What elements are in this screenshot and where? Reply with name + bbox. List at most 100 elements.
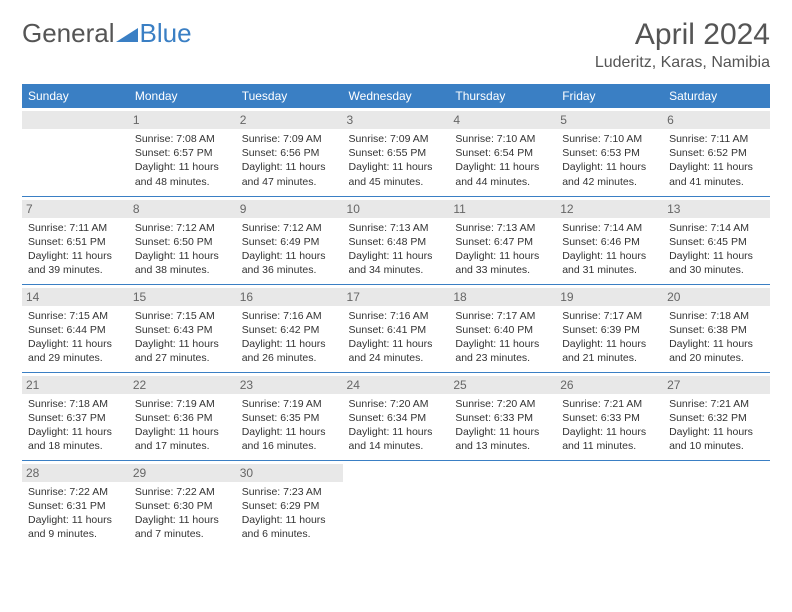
day-info: Sunrise: 7:12 AMSunset: 6:50 PMDaylight:… bbox=[135, 221, 230, 278]
calendar-cell: 16 Sunrise: 7:16 AMSunset: 6:42 PMDayligh… bbox=[236, 284, 343, 372]
day-info: Sunrise: 7:20 AMSunset: 6:33 PMDaylight:… bbox=[455, 397, 550, 454]
calendar-cell: 22 Sunrise: 7:19 AMSunset: 6:36 PMDayligh… bbox=[129, 372, 236, 460]
day-info: Sunrise: 7:09 AMSunset: 6:56 PMDaylight:… bbox=[242, 132, 337, 189]
calendar-cell: 15 Sunrise: 7:15 AMSunset: 6:43 PMDayligh… bbox=[129, 284, 236, 372]
day-number: 24 bbox=[343, 376, 450, 394]
calendar-cell: 29Sunrise: 7:22 AMSunset: 6:30 PMDayligh… bbox=[129, 460, 236, 548]
day-info: Sunrise: 7:18 AMSunset: 6:38 PMDaylight:… bbox=[669, 309, 764, 366]
day-info: Sunrise: 7:21 AMSunset: 6:32 PMDaylight:… bbox=[669, 397, 764, 454]
calendar-cell: 14 Sunrise: 7:15 AMSunset: 6:44 PMDayligh… bbox=[22, 284, 129, 372]
day-info: Sunrise: 7:14 AMSunset: 6:46 PMDaylight:… bbox=[562, 221, 657, 278]
calendar-cell bbox=[449, 460, 556, 548]
calendar-cell: 30 Sunrise: 7:23 AMSunset: 6:29 PMDayligh… bbox=[236, 460, 343, 548]
day-number: 17 bbox=[343, 288, 450, 306]
day-number: 9 bbox=[236, 200, 343, 218]
day-number: 22 bbox=[129, 376, 236, 394]
day-number: 5 bbox=[556, 111, 663, 129]
day-info: Sunrise: 7:14 AMSunset: 6:45 PMDaylight:… bbox=[669, 221, 764, 278]
calendar-cell: 10 Sunrise: 7:13 AMSunset: 6:48 PMDayligh… bbox=[343, 196, 450, 284]
logo: General Blue bbox=[22, 18, 192, 49]
day-number: 26 bbox=[556, 376, 663, 394]
day-info: Sunrise: 7:12 AMSunset: 6:49 PMDaylight:… bbox=[242, 221, 337, 278]
day-info: Sunrise: 7:13 AMSunset: 6:47 PMDaylight:… bbox=[455, 221, 550, 278]
calendar-cell: 4 Sunrise: 7:10 AMSunset: 6:54 PMDaylight… bbox=[449, 108, 556, 196]
day-info: Sunrise: 7:11 AMSunset: 6:51 PMDaylight:… bbox=[28, 221, 123, 278]
day-number: 19 bbox=[556, 288, 663, 306]
weekday-header: Saturday bbox=[663, 84, 770, 108]
calendar-cell: 2 Sunrise: 7:09 AMSunset: 6:56 PMDaylight… bbox=[236, 108, 343, 196]
calendar-cell bbox=[343, 460, 450, 548]
calendar-row: 14 Sunrise: 7:15 AMSunset: 6:44 PMDayligh… bbox=[22, 284, 770, 372]
calendar-cell bbox=[22, 108, 129, 196]
day-number: 10 bbox=[343, 200, 450, 218]
day-info: Sunrise: 7:21 AMSunset: 6:33 PMDaylight:… bbox=[562, 397, 657, 454]
day-number: 11 bbox=[449, 200, 556, 218]
calendar-row: 1Sunrise: 7:08 AMSunset: 6:57 PMDaylight… bbox=[22, 108, 770, 196]
day-info: Sunrise: 7:17 AMSunset: 6:40 PMDaylight:… bbox=[455, 309, 550, 366]
day-number: 27 bbox=[663, 376, 770, 394]
day-info: Sunrise: 7:15 AMSunset: 6:43 PMDaylight:… bbox=[135, 309, 230, 366]
day-number: 23 bbox=[236, 376, 343, 394]
day-number: 3 bbox=[343, 111, 450, 129]
weekday-header: Wednesday bbox=[343, 84, 450, 108]
day-info: Sunrise: 7:16 AMSunset: 6:41 PMDaylight:… bbox=[349, 309, 444, 366]
day-info: Sunrise: 7:10 AMSunset: 6:53 PMDaylight:… bbox=[562, 132, 657, 189]
day-info: Sunrise: 7:10 AMSunset: 6:54 PMDaylight:… bbox=[455, 132, 550, 189]
day-info: Sunrise: 7:15 AMSunset: 6:44 PMDaylight:… bbox=[28, 309, 123, 366]
calendar-cell: 13 Sunrise: 7:14 AMSunset: 6:45 PMDayligh… bbox=[663, 196, 770, 284]
logo-triangle-icon bbox=[116, 18, 138, 49]
weekday-header: Tuesday bbox=[236, 84, 343, 108]
empty-cell bbox=[22, 111, 129, 129]
day-number: 14 bbox=[22, 288, 129, 306]
day-number: 21 bbox=[22, 376, 129, 394]
calendar-cell: 5 Sunrise: 7:10 AMSunset: 6:53 PMDaylight… bbox=[556, 108, 663, 196]
calendar-cell: 23 Sunrise: 7:19 AMSunset: 6:35 PMDayligh… bbox=[236, 372, 343, 460]
calendar-cell: 6Sunrise: 7:11 AMSunset: 6:52 PMDaylight… bbox=[663, 108, 770, 196]
day-number: 16 bbox=[236, 288, 343, 306]
day-info: Sunrise: 7:19 AMSunset: 6:36 PMDaylight:… bbox=[135, 397, 230, 454]
calendar-cell: 8Sunrise: 7:12 AMSunset: 6:50 PMDaylight… bbox=[129, 196, 236, 284]
day-number: 4 bbox=[449, 111, 556, 129]
day-info: Sunrise: 7:20 AMSunset: 6:34 PMDaylight:… bbox=[349, 397, 444, 454]
day-info: Sunrise: 7:18 AMSunset: 6:37 PMDaylight:… bbox=[28, 397, 123, 454]
weekday-header-row: SundayMondayTuesdayWednesdayThursdayFrid… bbox=[22, 84, 770, 108]
day-number: 15 bbox=[129, 288, 236, 306]
calendar-cell: 24 Sunrise: 7:20 AMSunset: 6:34 PMDayligh… bbox=[343, 372, 450, 460]
day-number: 30 bbox=[236, 464, 343, 482]
day-number: 12 bbox=[556, 200, 663, 218]
calendar-table: SundayMondayTuesdayWednesdayThursdayFrid… bbox=[22, 84, 770, 548]
day-number: 18 bbox=[449, 288, 556, 306]
logo-general: General bbox=[22, 18, 115, 49]
calendar-cell: 19 Sunrise: 7:17 AMSunset: 6:39 PMDayligh… bbox=[556, 284, 663, 372]
day-number: 20 bbox=[663, 288, 770, 306]
day-number: 2 bbox=[236, 111, 343, 129]
calendar-cell: 21 Sunrise: 7:18 AMSunset: 6:37 PMDayligh… bbox=[22, 372, 129, 460]
day-info: Sunrise: 7:13 AMSunset: 6:48 PMDaylight:… bbox=[349, 221, 444, 278]
calendar-cell: 7Sunrise: 7:11 AMSunset: 6:51 PMDaylight… bbox=[22, 196, 129, 284]
calendar-cell: 28Sunrise: 7:22 AMSunset: 6:31 PMDayligh… bbox=[22, 460, 129, 548]
day-number: 29 bbox=[129, 464, 236, 482]
calendar-cell: 26 Sunrise: 7:21 AMSunset: 6:33 PMDayligh… bbox=[556, 372, 663, 460]
calendar-cell: 20 Sunrise: 7:18 AMSunset: 6:38 PMDayligh… bbox=[663, 284, 770, 372]
calendar-body: 1Sunrise: 7:08 AMSunset: 6:57 PMDaylight… bbox=[22, 108, 770, 548]
title-block: April 2024 Luderitz, Karas, Namibia bbox=[595, 18, 770, 72]
calendar-cell: 18 Sunrise: 7:17 AMSunset: 6:40 PMDayligh… bbox=[449, 284, 556, 372]
calendar-row: 28Sunrise: 7:22 AMSunset: 6:31 PMDayligh… bbox=[22, 460, 770, 548]
logo-blue: Blue bbox=[140, 18, 192, 49]
calendar-cell: 1Sunrise: 7:08 AMSunset: 6:57 PMDaylight… bbox=[129, 108, 236, 196]
weekday-header: Friday bbox=[556, 84, 663, 108]
day-info: Sunrise: 7:16 AMSunset: 6:42 PMDaylight:… bbox=[242, 309, 337, 366]
calendar-cell: 3 Sunrise: 7:09 AMSunset: 6:55 PMDaylight… bbox=[343, 108, 450, 196]
day-info: Sunrise: 7:08 AMSunset: 6:57 PMDaylight:… bbox=[135, 132, 230, 189]
day-info: Sunrise: 7:17 AMSunset: 6:39 PMDaylight:… bbox=[562, 309, 657, 366]
location: Luderitz, Karas, Namibia bbox=[595, 54, 770, 72]
weekday-header: Thursday bbox=[449, 84, 556, 108]
calendar-cell: 12 Sunrise: 7:14 AMSunset: 6:46 PMDayligh… bbox=[556, 196, 663, 284]
day-number: 13 bbox=[663, 200, 770, 218]
day-info: Sunrise: 7:19 AMSunset: 6:35 PMDaylight:… bbox=[242, 397, 337, 454]
day-info: Sunrise: 7:09 AMSunset: 6:55 PMDaylight:… bbox=[349, 132, 444, 189]
month-title: April 2024 bbox=[595, 18, 770, 52]
day-info: Sunrise: 7:23 AMSunset: 6:29 PMDaylight:… bbox=[242, 485, 337, 542]
weekday-header: Sunday bbox=[22, 84, 129, 108]
calendar-cell: 17 Sunrise: 7:16 AMSunset: 6:41 PMDayligh… bbox=[343, 284, 450, 372]
